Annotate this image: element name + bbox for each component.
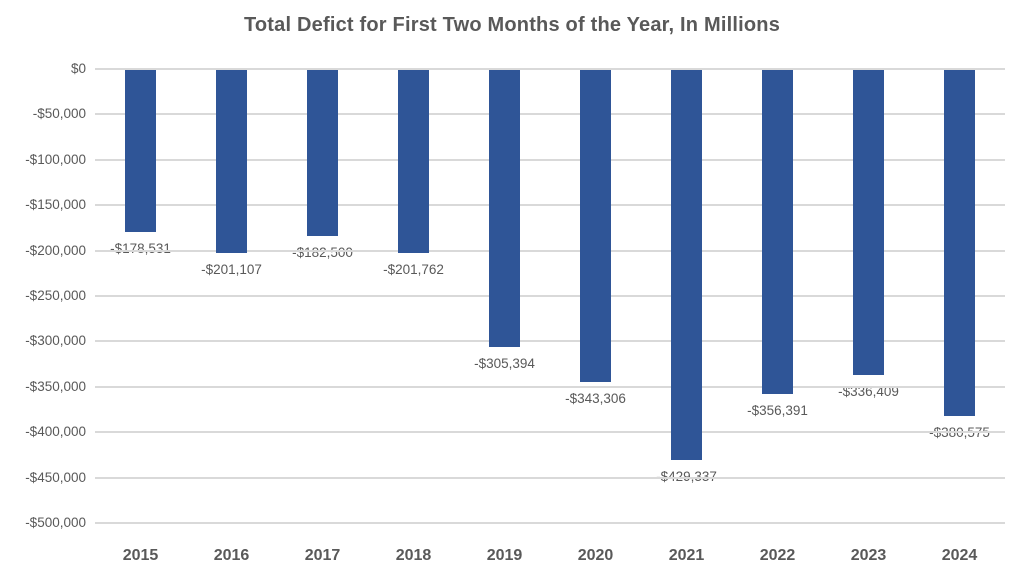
- y-axis-tick-label: -$50,000: [32, 106, 86, 122]
- bar: [398, 70, 429, 254]
- x-axis-category-label: 2016: [213, 547, 250, 564]
- gridline: [95, 204, 1005, 207]
- gridline: [95, 522, 1005, 524]
- bar-data-label: -$356,391: [747, 402, 808, 418]
- y-axis-tick-label: -$100,000: [25, 151, 86, 167]
- bar-data-label: -$343,306: [565, 390, 626, 406]
- bar: [307, 70, 338, 236]
- gridline: [95, 158, 1005, 161]
- gridline: [95, 249, 1005, 252]
- x-axis-category-label: 2023: [850, 547, 887, 564]
- bar: [216, 70, 247, 253]
- bar-data-label: -$429,337: [656, 469, 717, 485]
- bar-data-label: -$201,762: [383, 262, 444, 278]
- y-axis-tick-label: -$500,000: [25, 515, 86, 530]
- chart-title: Total Defict for First Two Months of the…: [243, 14, 781, 36]
- y-axis-tick-label: -$200,000: [25, 242, 86, 258]
- y-axis-tick-label: $0: [70, 61, 86, 76]
- bar-data-label: -$336,409: [838, 384, 899, 400]
- x-axis-category-label: 2017: [304, 547, 341, 564]
- y-axis-tick-label: -$250,000: [25, 288, 86, 303]
- bar: [762, 70, 793, 394]
- x-axis-category-label: 2019: [486, 547, 523, 564]
- gridline: [95, 431, 1005, 434]
- gridline: [95, 68, 1005, 70]
- bar-data-label: -$178,531: [110, 241, 171, 257]
- y-axis-tick-label: -$350,000: [25, 378, 86, 394]
- bar: [671, 70, 702, 460]
- y-axis-tick-label: -$400,000: [25, 424, 86, 440]
- bar-data-label: -$201,107: [201, 261, 262, 277]
- gridline: [95, 340, 1005, 343]
- gridline: [95, 476, 1005, 479]
- y-axis-tick-label: -$150,000: [25, 197, 86, 213]
- x-axis-category-label: 2022: [759, 547, 796, 564]
- y-axis-tick-label: -$450,000: [25, 469, 86, 485]
- x-axis-category-label: 2021: [668, 547, 705, 564]
- bar: [853, 70, 884, 376]
- x-axis-category-label: 2018: [395, 547, 432, 564]
- bar: [580, 70, 611, 382]
- gridline: [95, 113, 1005, 116]
- bar: [125, 70, 156, 233]
- x-axis-category-label: 2024: [941, 547, 978, 564]
- bar-data-label: -$305,394: [474, 356, 535, 372]
- y-axis-tick-label: -$300,000: [25, 333, 86, 349]
- gridline: [95, 385, 1005, 388]
- x-axis-category-label: 2020: [577, 547, 614, 564]
- bar-data-label: -$182,500: [292, 244, 353, 260]
- bar: [944, 70, 975, 416]
- gridline: [95, 295, 1005, 297]
- bar: [489, 70, 520, 348]
- x-axis-category-label: 2015: [122, 547, 159, 564]
